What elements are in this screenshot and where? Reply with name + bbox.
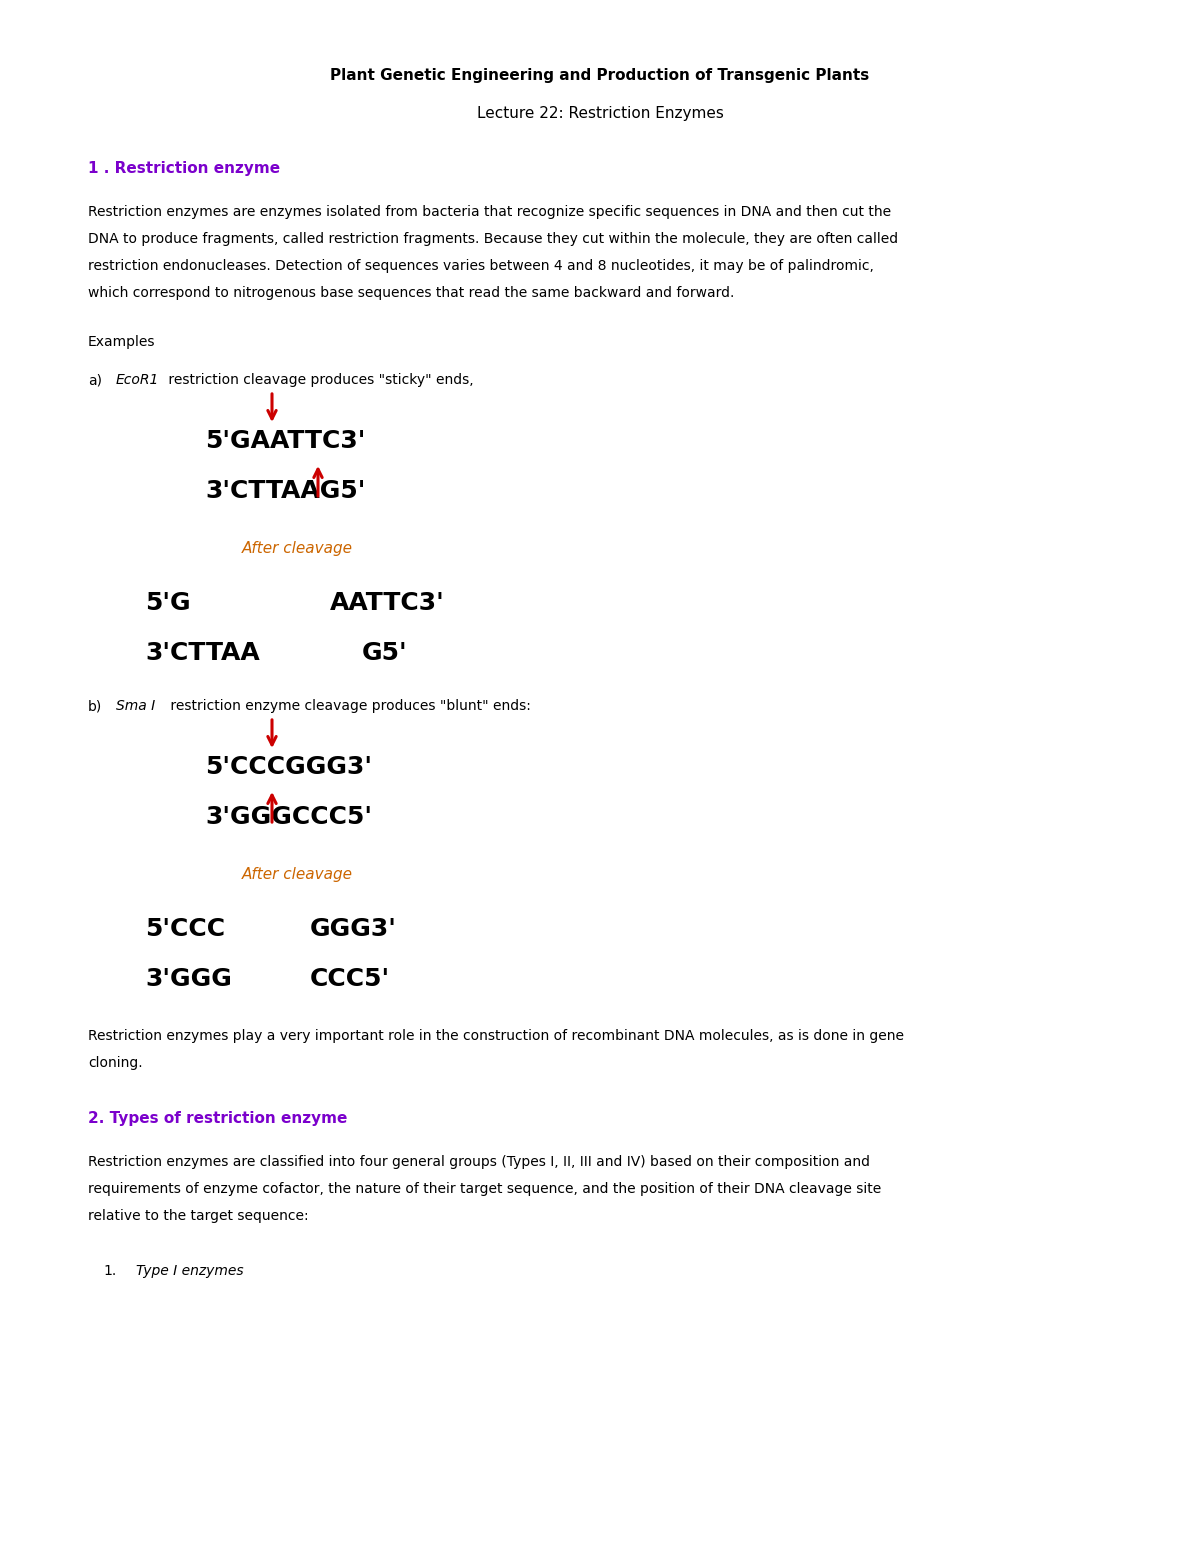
Text: Examples: Examples [88,335,156,349]
Text: relative to the target sequence:: relative to the target sequence: [88,1208,308,1224]
Text: Plant Genetic Engineering and Production of Transgenic Plants: Plant Genetic Engineering and Production… [330,68,870,82]
Text: a): a) [88,373,102,387]
Text: 5'CCCGGG3': 5'CCCGGG3' [205,755,372,780]
Text: G5': G5' [362,641,408,665]
Text: AATTC3': AATTC3' [330,592,445,615]
Text: DNA to produce fragments, called restriction fragments. Because they cut within : DNA to produce fragments, called restric… [88,231,898,245]
Text: CCC5': CCC5' [310,968,390,991]
Text: restriction endonucleases. Detection of sequences varies between 4 and 8 nucleot: restriction endonucleases. Detection of … [88,259,874,273]
Text: Restriction enzymes are enzymes isolated from bacteria that recognize specific s: Restriction enzymes are enzymes isolated… [88,205,892,219]
Text: Sma I: Sma I [116,699,155,713]
Text: 1 . Restriction enzyme: 1 . Restriction enzyme [88,162,280,175]
Text: restriction enzyme cleavage produces "blunt" ends:: restriction enzyme cleavage produces "bl… [166,699,530,713]
Text: Lecture 22: Restriction Enzymes: Lecture 22: Restriction Enzymes [476,106,724,121]
Text: EcoR1: EcoR1 [116,373,160,387]
Text: which correspond to nitrogenous base sequences that read the same backward and f: which correspond to nitrogenous base seq… [88,286,734,300]
Text: 5'G: 5'G [145,592,191,615]
Text: Type I enzymes: Type I enzymes [136,1264,244,1278]
Text: GGG3': GGG3' [310,916,397,941]
Text: 2. Types of restriction enzyme: 2. Types of restriction enzyme [88,1110,347,1126]
Text: b): b) [88,699,102,713]
Text: After cleavage: After cleavage [242,540,353,556]
Text: After cleavage: After cleavage [242,867,353,882]
Text: 5'GAATTC3': 5'GAATTC3' [205,429,365,453]
Text: Restriction enzymes are classified into four general groups (Types I, II, III an: Restriction enzymes are classified into … [88,1155,870,1169]
Text: 1.: 1. [103,1264,116,1278]
Text: requirements of enzyme cofactor, the nature of their target sequence, and the po: requirements of enzyme cofactor, the nat… [88,1182,881,1196]
Text: 3'CTTAA: 3'CTTAA [145,641,259,665]
Text: 3'GGG: 3'GGG [145,968,232,991]
Text: cloning.: cloning. [88,1056,143,1070]
Text: restriction cleavage produces "sticky" ends,: restriction cleavage produces "sticky" e… [164,373,474,387]
Text: 5'CCC: 5'CCC [145,916,226,941]
Text: Restriction enzymes play a very important role in the construction of recombinan: Restriction enzymes play a very importan… [88,1030,904,1044]
Text: 3'GGGCCC5': 3'GGGCCC5' [205,804,372,829]
Text: 3'CTTAAG5': 3'CTTAAG5' [205,478,365,503]
